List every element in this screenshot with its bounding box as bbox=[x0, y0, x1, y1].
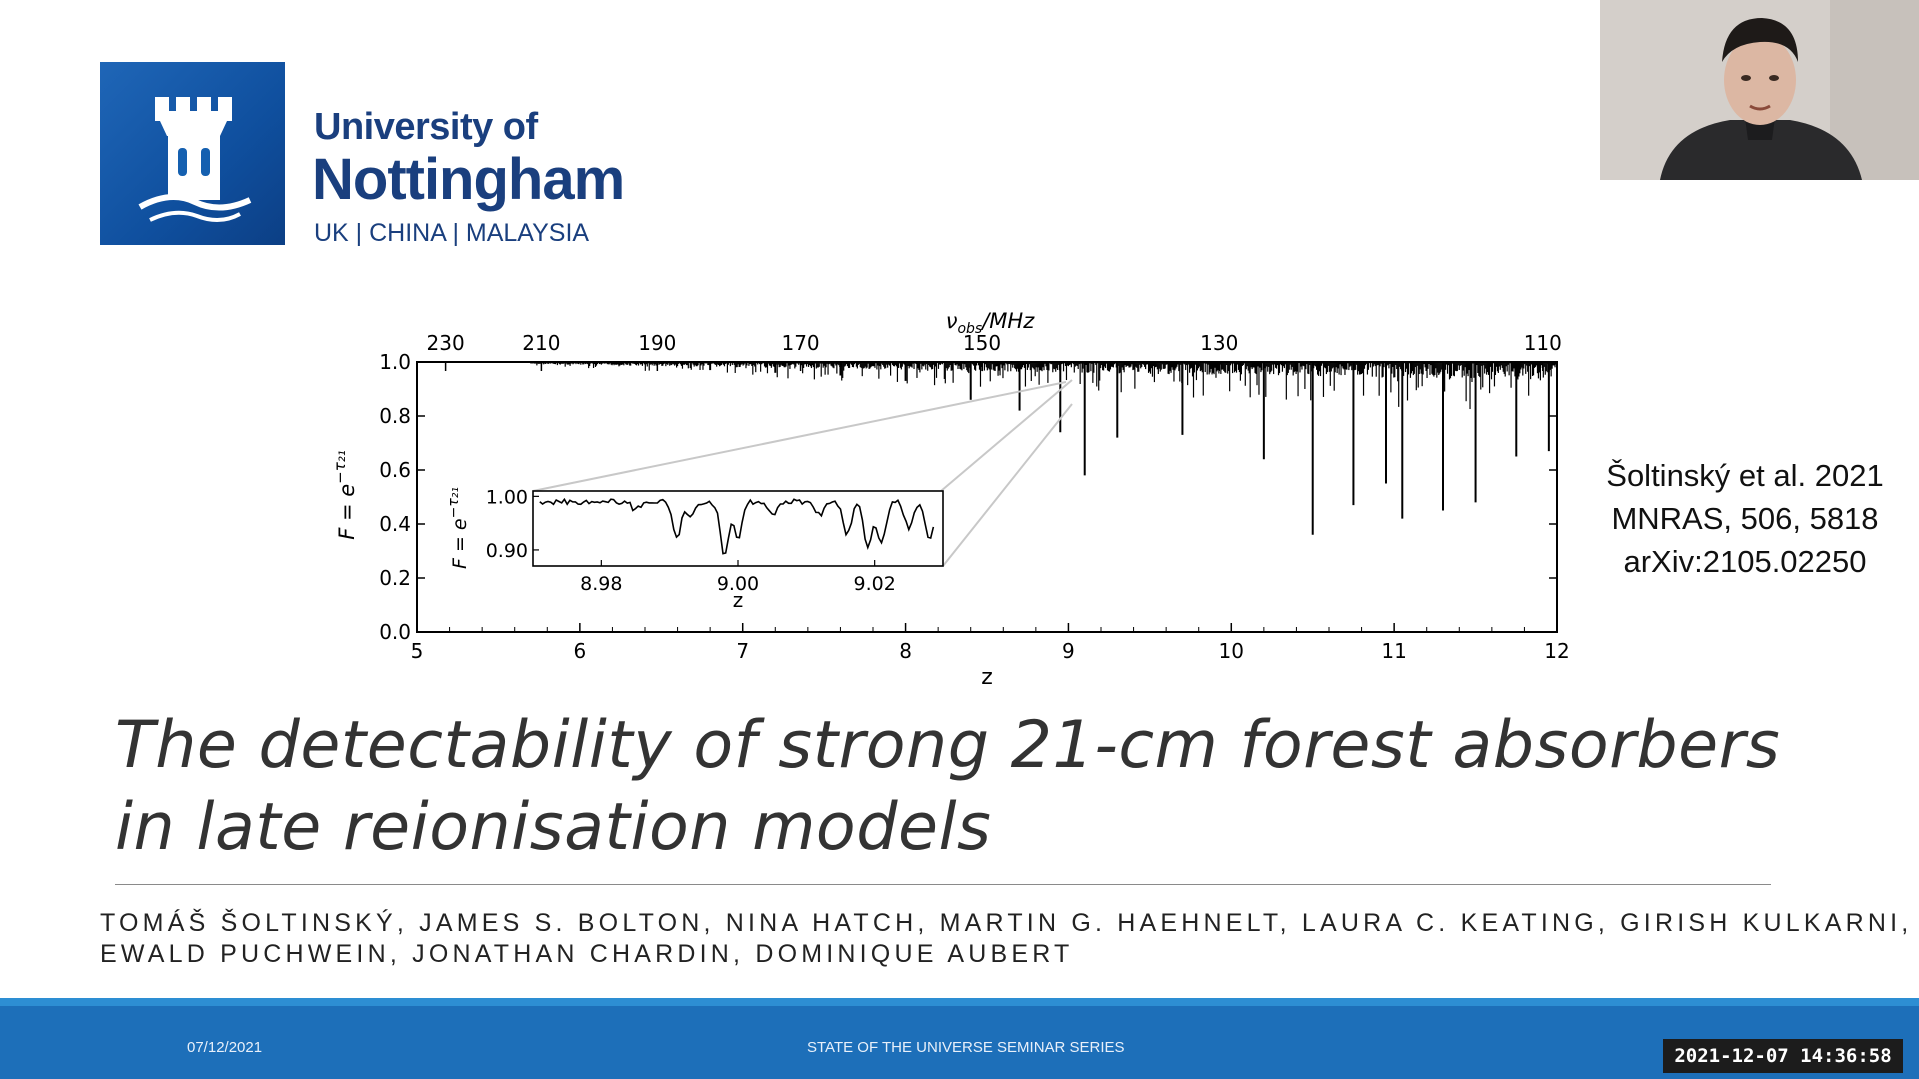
authors-line1: TOMÁŠ ŠOLTINSKÝ, JAMES S. BOLTON, NINA H… bbox=[100, 909, 1913, 937]
x-axis-label: z bbox=[981, 665, 993, 690]
footer-date: 07/12/2021 bbox=[187, 1039, 263, 1056]
slide-footer bbox=[0, 1006, 1919, 1079]
title-divider bbox=[115, 884, 1771, 885]
x-tick-label: 12 bbox=[1544, 639, 1569, 663]
zoom-guide-line bbox=[940, 379, 1073, 492]
presenter-webcam bbox=[1600, 0, 1919, 180]
top-tick-label: 130 bbox=[1200, 331, 1238, 355]
inset-y-tick-label: 1.00 bbox=[486, 486, 528, 508]
y-tick-label: 0.8 bbox=[379, 404, 411, 428]
y-tick-label: 0.4 bbox=[379, 512, 411, 536]
citation-arxiv: arXiv:2105.02250 bbox=[1623, 544, 1867, 579]
presenter-video-icon bbox=[1600, 0, 1919, 180]
university-logo bbox=[100, 62, 285, 245]
top-axis-label: νobs/MHz bbox=[946, 309, 1035, 337]
recording-timestamp: 2021-12-07 14:36:58 bbox=[1663, 1039, 1903, 1073]
university-name-line1: University of bbox=[314, 106, 538, 148]
x-tick-label: 10 bbox=[1219, 639, 1244, 663]
inset-spectrum-line bbox=[539, 497, 935, 555]
x-tick-label: 9 bbox=[1062, 639, 1075, 663]
zoom-guide-line bbox=[942, 403, 1073, 567]
y-tick-label: 0.0 bbox=[379, 620, 411, 644]
top-tick-label: 150 bbox=[963, 331, 1001, 355]
top-tick-label: 210 bbox=[522, 331, 560, 355]
inset-x-tick-label: 9.02 bbox=[854, 573, 896, 595]
inset-x-tick-label: 9.00 bbox=[717, 573, 759, 595]
top-tick-label: 110 bbox=[1524, 331, 1562, 355]
x-tick-label: 5 bbox=[411, 639, 424, 663]
y-tick-label: 0.2 bbox=[379, 566, 411, 590]
authors-line2: EWALD PUCHWEIN, JONATHAN CHARDIN, DOMINI… bbox=[100, 940, 1074, 968]
x-tick-label: 8 bbox=[899, 639, 912, 663]
forest-spectrum-chart: νobs/MHz 230 210 190 170 150 130 110 0.0 0.2 0.4… bbox=[331, 309, 1570, 690]
inset-background bbox=[533, 491, 943, 566]
x-tick-label: 7 bbox=[736, 639, 749, 663]
citation-authors: Šoltinský et al. 2021 bbox=[1606, 458, 1884, 493]
y-tick-label: 0.6 bbox=[379, 458, 411, 482]
y-axis-label: F = e−τ₂₁ bbox=[331, 450, 359, 540]
university-campuses: UK | CHINA | MALAYSIA bbox=[314, 219, 590, 247]
footer-stripe bbox=[0, 998, 1919, 1006]
slide-title-line2: in late reionisation models bbox=[115, 790, 992, 865]
inset-y-tick-label: 0.90 bbox=[486, 540, 528, 562]
top-tick-label: 230 bbox=[427, 331, 465, 355]
inset-x-tick-label: 8.98 bbox=[580, 573, 622, 595]
footer-series-title: STATE OF THE UNIVERSE SEMINAR SERIES bbox=[807, 1039, 1125, 1056]
inset-y-axis-label: F = e−τ₂₁ bbox=[446, 487, 471, 569]
x-tick-label: 6 bbox=[573, 639, 586, 663]
castle-icon bbox=[138, 97, 252, 222]
top-tick-label: 170 bbox=[781, 331, 819, 355]
y-tick-label: 1.0 bbox=[379, 350, 411, 374]
slide-title-line1: The detectability of strong 21-cm forest… bbox=[115, 708, 1781, 783]
zoom-guide-line bbox=[532, 381, 1067, 492]
university-name-line2: Nottingham bbox=[312, 147, 625, 212]
citation-journal: MNRAS, 506, 5818 bbox=[1611, 501, 1879, 536]
x-tick-label: 11 bbox=[1381, 639, 1406, 663]
inset-x-axis-label: z bbox=[733, 588, 744, 612]
top-tick-label: 190 bbox=[638, 331, 676, 355]
